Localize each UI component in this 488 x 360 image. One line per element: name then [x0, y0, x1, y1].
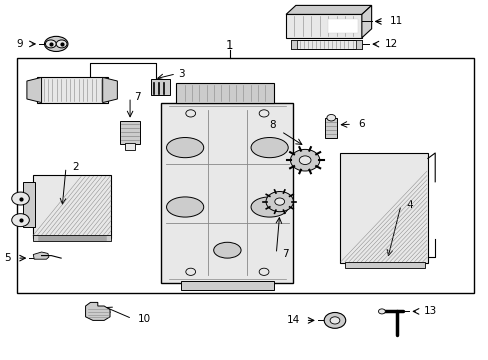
Bar	[339, 153, 427, 263]
Ellipse shape	[250, 138, 287, 158]
Polygon shape	[33, 252, 49, 259]
Bar	[290, 40, 361, 49]
Bar	[176, 83, 273, 103]
Ellipse shape	[213, 242, 241, 258]
Text: 7: 7	[134, 92, 141, 102]
Circle shape	[326, 114, 335, 121]
Ellipse shape	[250, 197, 287, 217]
Circle shape	[185, 268, 195, 275]
Bar	[120, 121, 140, 144]
Circle shape	[185, 110, 195, 117]
Circle shape	[56, 40, 67, 48]
Text: 10: 10	[138, 314, 151, 324]
Circle shape	[259, 268, 268, 275]
Polygon shape	[102, 77, 117, 103]
Polygon shape	[285, 5, 371, 14]
Text: 4: 4	[406, 200, 413, 210]
Text: 5: 5	[4, 253, 11, 263]
Polygon shape	[27, 77, 41, 103]
Circle shape	[265, 192, 293, 212]
Text: 7: 7	[282, 249, 288, 259]
Bar	[327, 19, 357, 33]
Bar	[285, 14, 361, 38]
Text: 13: 13	[423, 306, 436, 316]
Bar	[124, 143, 135, 150]
Circle shape	[324, 312, 345, 328]
Circle shape	[12, 214, 29, 227]
Bar	[325, 118, 337, 138]
Bar	[161, 103, 293, 283]
Text: 3: 3	[178, 69, 185, 79]
Circle shape	[12, 192, 29, 205]
Text: 6: 6	[357, 119, 364, 129]
Text: 2: 2	[72, 162, 79, 172]
Bar	[33, 235, 111, 241]
Bar	[355, 40, 361, 49]
Text: 8: 8	[269, 120, 276, 130]
Bar	[17, 58, 473, 293]
Circle shape	[259, 110, 268, 117]
Circle shape	[299, 156, 310, 165]
Polygon shape	[361, 5, 371, 38]
Text: 14: 14	[286, 315, 299, 325]
Ellipse shape	[166, 138, 203, 158]
Bar	[344, 262, 425, 268]
Circle shape	[329, 317, 339, 324]
Polygon shape	[85, 302, 110, 320]
Bar	[33, 175, 111, 238]
Circle shape	[45, 40, 56, 48]
Ellipse shape	[44, 36, 68, 51]
Bar	[290, 40, 296, 49]
Bar	[37, 77, 107, 103]
Polygon shape	[23, 182, 35, 227]
Ellipse shape	[166, 197, 203, 217]
Circle shape	[290, 149, 319, 171]
Circle shape	[378, 309, 385, 314]
Text: 9: 9	[17, 39, 23, 49]
Text: 11: 11	[389, 17, 402, 26]
Text: 1: 1	[225, 39, 233, 51]
Circle shape	[274, 198, 284, 205]
Text: 12: 12	[384, 39, 397, 49]
Bar	[181, 281, 273, 290]
Bar	[150, 79, 170, 95]
